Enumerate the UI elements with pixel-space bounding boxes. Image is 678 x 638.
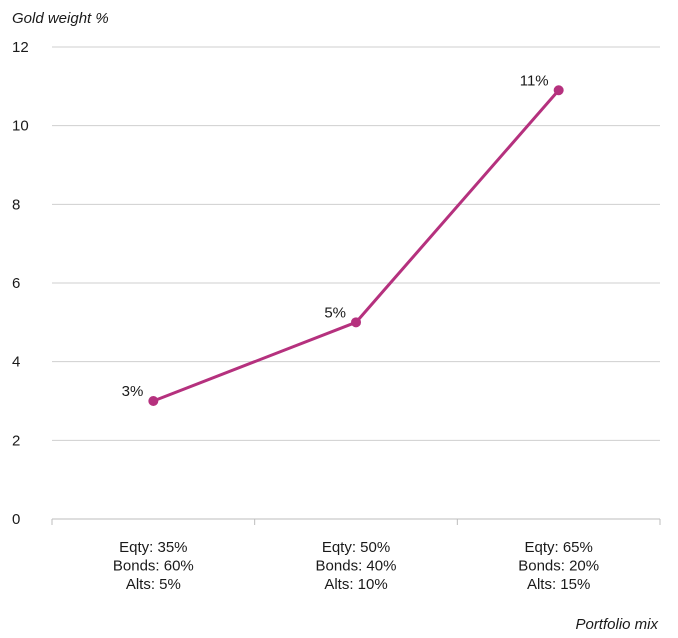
y-tick-label: 10 (12, 118, 29, 135)
data-point (148, 396, 159, 406)
y-tick-label: 0 (12, 511, 20, 528)
x-tick-label: Eqty: 35% Bonds: 60% Alts: 5% (113, 539, 194, 593)
data-label: 5% (324, 304, 346, 321)
y-tick-label: 12 (12, 39, 29, 56)
data-point (553, 85, 564, 96)
x-axis-title: Portfolio mix (575, 616, 658, 633)
series-line (151, 88, 561, 403)
y-tick-label: 8 (12, 196, 20, 213)
y-axis-title: Gold weight % (12, 10, 109, 27)
data-point (351, 317, 361, 328)
y-tick-label: 6 (12, 275, 20, 292)
x-tick-label: Eqty: 65% Bonds: 20% Alts: 15% (518, 539, 599, 593)
x-tick-label: Eqty: 50% Bonds: 40% Alts: 10% (316, 539, 397, 593)
y-tick-label: 4 (12, 354, 20, 371)
data-label: 3% (122, 383, 144, 400)
data-label: 11% (520, 72, 549, 89)
y-tick-label: 2 (12, 432, 20, 449)
